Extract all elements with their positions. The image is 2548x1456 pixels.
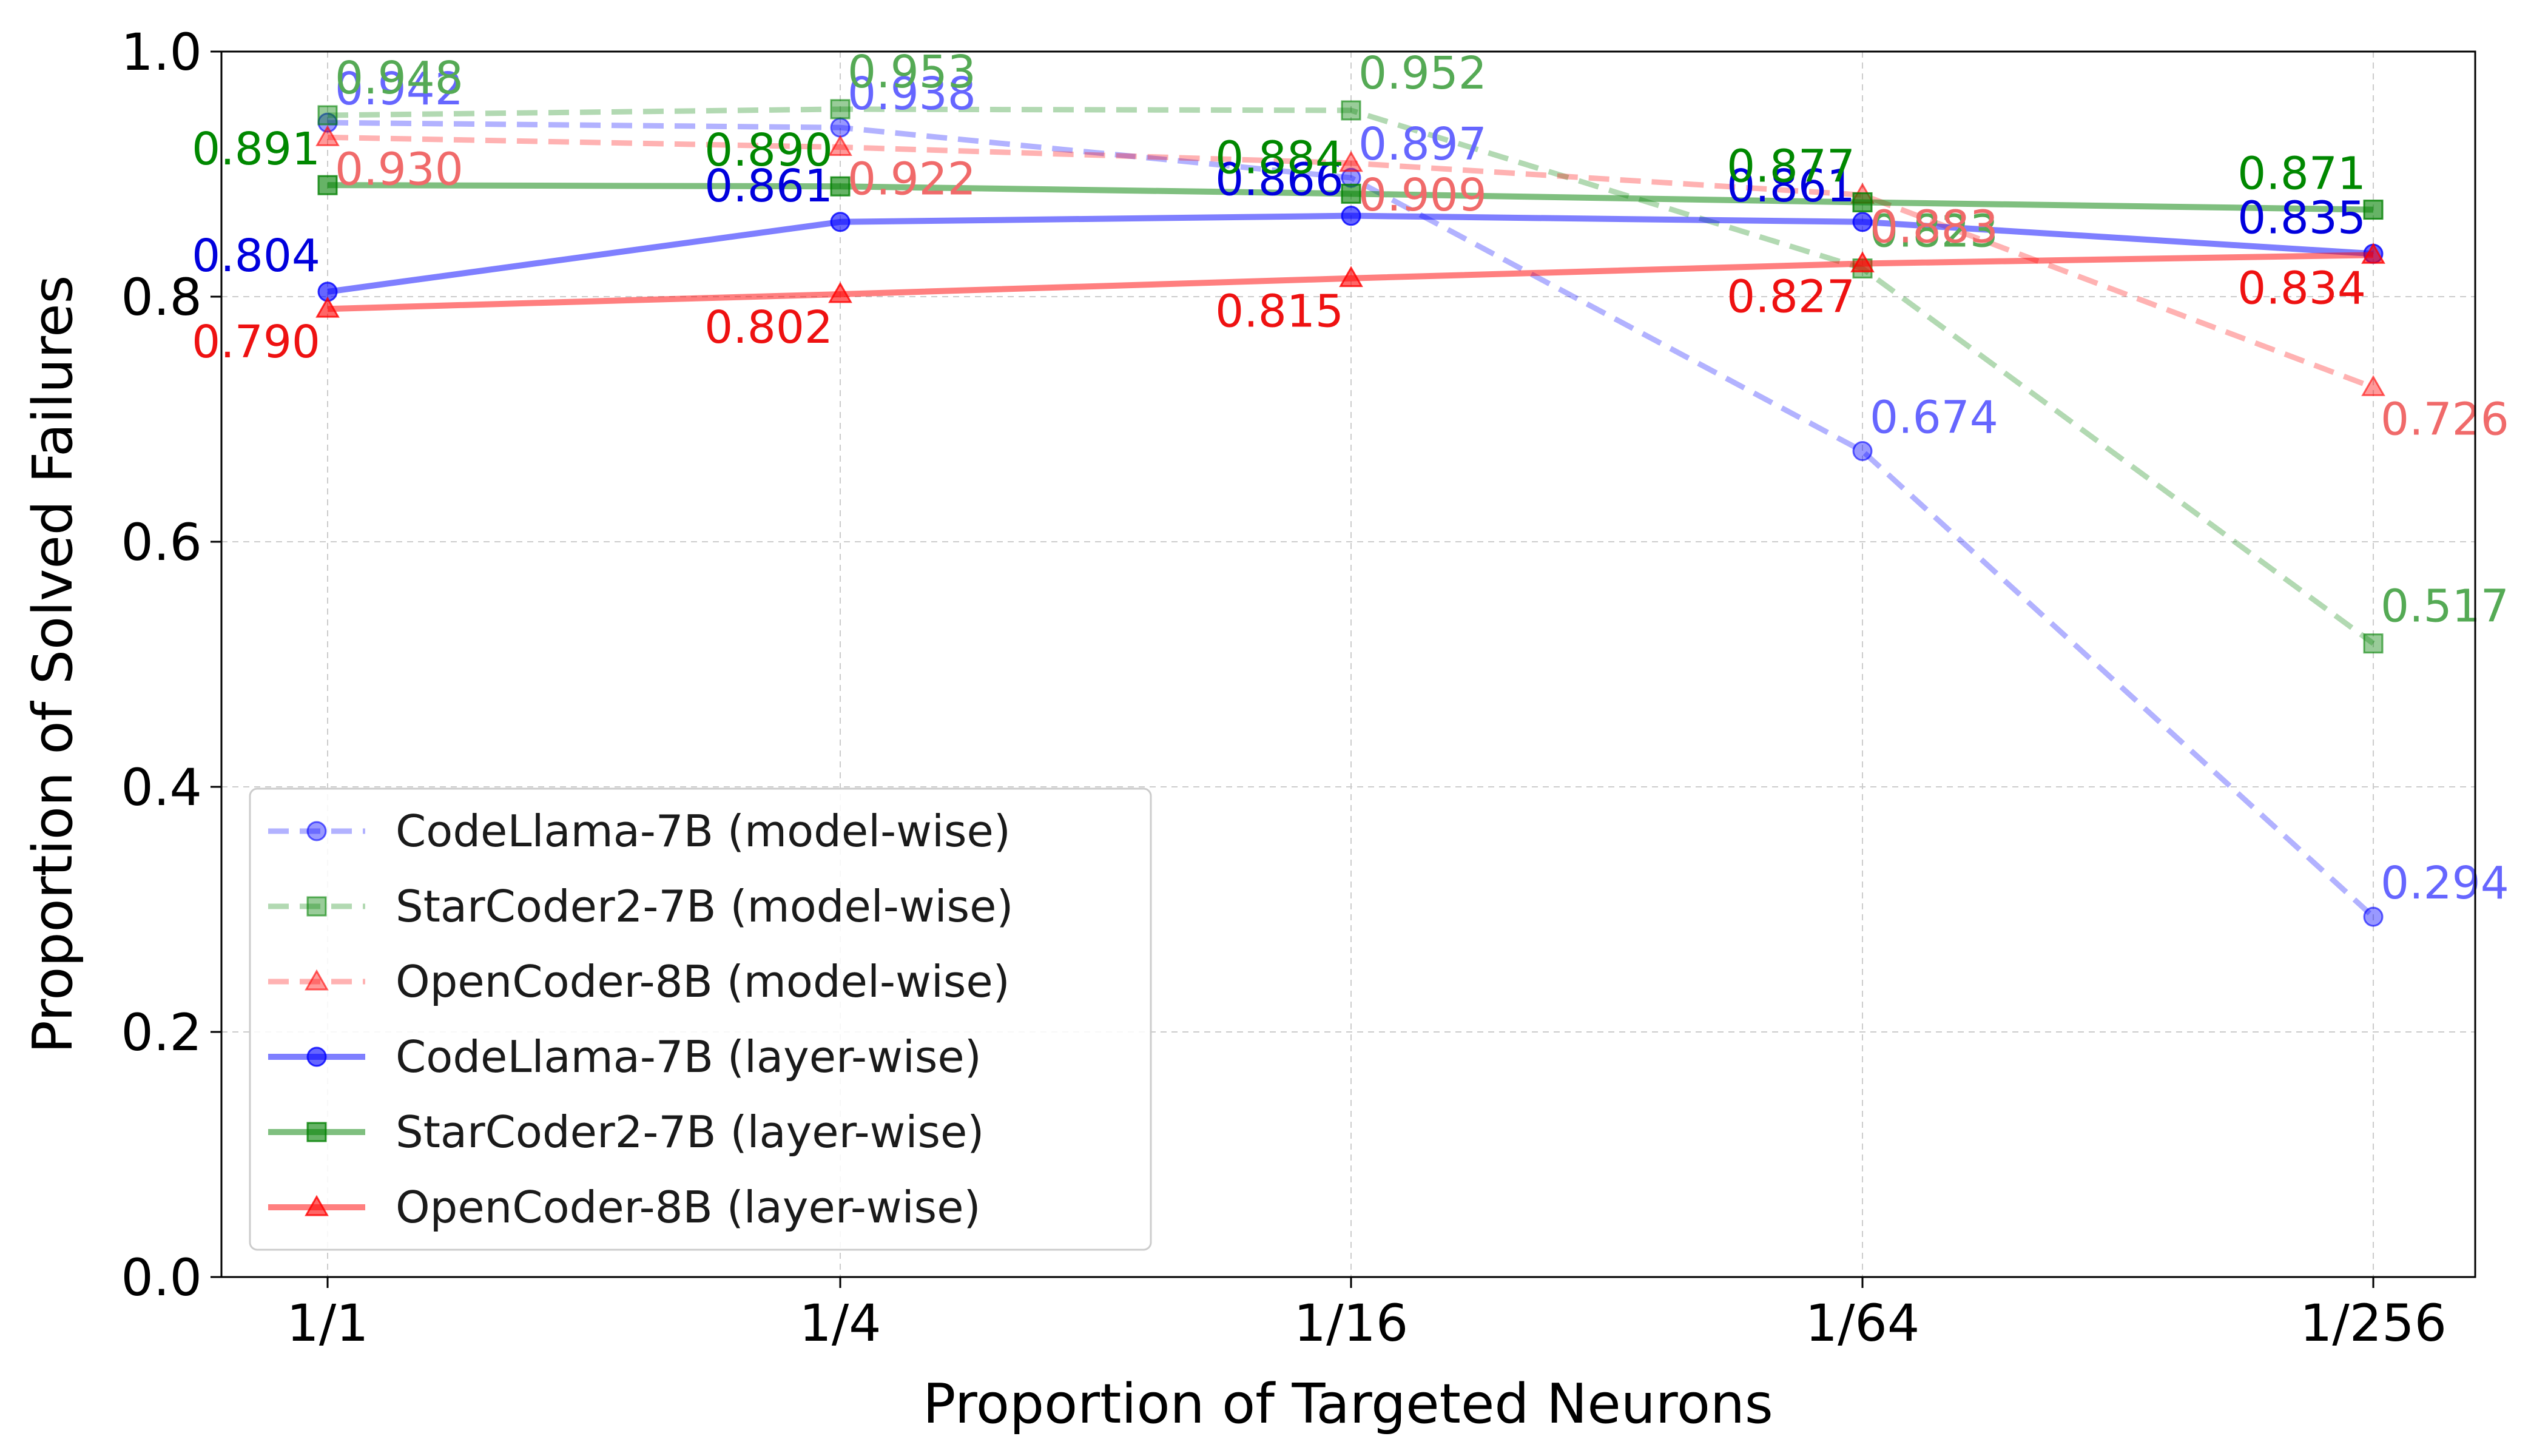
- legend-item: CodeLlama-7B (layer-wise): [268, 1031, 982, 1082]
- series-layer: [315, 99, 2385, 927]
- data-label: 0.942: [335, 63, 463, 115]
- data-point: [828, 135, 852, 156]
- legend-box: [249, 787, 1152, 1251]
- data-point: [830, 99, 851, 120]
- data-point: [830, 212, 851, 232]
- legend-marker: [305, 1195, 329, 1216]
- data-point: [2363, 200, 2384, 220]
- data-point: [2363, 633, 2384, 654]
- x-tick-label: 1/4: [799, 1293, 881, 1353]
- data-labels: 0.942 0.938 0.897 0.674 0.294 0.948 0.953 0.952…: [192, 46, 2509, 909]
- y-tick-label: 0.8: [121, 268, 202, 327]
- y-tick-label: 0.2: [121, 1003, 202, 1062]
- x-tick-label: 1/256: [2300, 1293, 2447, 1353]
- data-label: 0.909: [1358, 169, 1487, 221]
- data-label: 0.938: [848, 68, 976, 120]
- legend-label: CodeLlama-7B (layer-wise): [396, 1031, 982, 1082]
- data-label: 0.922: [848, 153, 976, 206]
- series-line: [327, 120, 2376, 919]
- legend-item: StarCoder2-7B (layer-wise): [268, 1107, 984, 1158]
- data-label: 0.827: [1727, 271, 1855, 323]
- data-label: 0.294: [2381, 857, 2509, 909]
- data-point: [2361, 243, 2385, 264]
- data-label: 0.930: [335, 143, 463, 195]
- data-point: [1850, 251, 1875, 272]
- legend-item: StarCoder2-7B (model-wise): [268, 881, 1014, 932]
- legend-item: OpenCoder-8B (model-wise): [268, 956, 1010, 1007]
- legend-marker: [306, 896, 327, 917]
- x-axis-title: Proportion of Targeted Neurons: [923, 1372, 1773, 1436]
- y-tick-label: 1.0: [121, 22, 202, 82]
- data-point: [317, 105, 338, 126]
- data-label: 0.834: [2237, 262, 2366, 314]
- data-label: 0.802: [704, 302, 833, 354]
- data-point: [315, 296, 340, 318]
- data-point: [1341, 206, 1361, 226]
- data-point: [830, 176, 851, 197]
- data-label: 0.890: [704, 124, 833, 177]
- legend: CodeLlama-7B (model-wise) StarCoder2-7B (…: [249, 787, 1152, 1251]
- data-label: 0.953: [848, 46, 976, 98]
- data-label: 0.861: [704, 160, 833, 212]
- axes: 1/1 1/4 1/16 1/64 1/256 0.0 0.2 0.4 0.6 0.8 1.0: [121, 22, 2447, 1353]
- data-label: 0.948: [335, 52, 463, 104]
- legend-label: StarCoder2-7B (model-wise): [396, 881, 1014, 932]
- x-tick-label: 1/64: [1805, 1293, 1920, 1353]
- data-point: [1339, 150, 1363, 172]
- data-point: [1339, 266, 1363, 288]
- legend-label: OpenCoder-8B (layer-wise): [396, 1182, 981, 1233]
- data-label: 0.674: [1870, 392, 1998, 444]
- legend-label: CodeLlama-7B (model-wise): [396, 806, 1011, 857]
- data-label: 0.804: [192, 230, 320, 282]
- data-point: [315, 125, 340, 146]
- data-label: 0.871: [2237, 148, 2366, 200]
- series-1: [317, 112, 2384, 927]
- data-point: [830, 117, 851, 138]
- data-label: 0.517: [2381, 581, 2509, 633]
- data-label: 0.866: [1215, 154, 1344, 206]
- data-label: 0.952: [1358, 47, 1487, 99]
- data-label: 0.897: [1358, 118, 1487, 170]
- x-tick-label: 1/16: [1294, 1293, 1409, 1353]
- legend-marker: [306, 1046, 327, 1067]
- data-label: 0.884: [1215, 132, 1344, 184]
- y-tick-label: 0.4: [121, 758, 202, 817]
- legend-item: OpenCoder-8B (layer-wise): [268, 1182, 981, 1233]
- data-point: [1341, 183, 1361, 204]
- data-label: 0.835: [2237, 192, 2366, 244]
- y-tick-label: 0.0: [121, 1248, 202, 1307]
- y-tick-label: 0.6: [121, 513, 202, 572]
- data-point: [1852, 212, 1873, 232]
- data-point: [1852, 192, 1873, 212]
- data-label: 0.891: [192, 123, 320, 175]
- legend-marker: [306, 1122, 327, 1142]
- data-label: 0.861: [1727, 160, 1855, 212]
- data-point: [1341, 100, 1361, 121]
- legend-label: OpenCoder-8B (model-wise): [396, 956, 1010, 1007]
- data-point: [1852, 441, 1873, 462]
- legend-marker: [306, 821, 327, 841]
- data-point: [317, 175, 338, 195]
- legend-marker: [305, 969, 329, 991]
- data-label: 0.823: [1870, 206, 1998, 258]
- data-point: [2361, 375, 2385, 396]
- series-line: [327, 106, 2375, 646]
- data-label: 0.726: [2381, 393, 2509, 445]
- data-point: [2363, 906, 2384, 927]
- series-6: [315, 243, 2385, 318]
- x-tick-label: 1/1: [286, 1293, 368, 1353]
- data-label: 0.815: [1215, 286, 1344, 338]
- data-label: 0.877: [1727, 140, 1855, 192]
- data-label: 0.883: [1870, 201, 1998, 253]
- y-axis-title: Proportion of Solved Failures: [21, 275, 85, 1054]
- legend-item: CodeLlama-7B (model-wise): [268, 806, 1011, 857]
- legend-label: StarCoder2-7B (layer-wise): [396, 1107, 984, 1158]
- data-label: 0.790: [192, 316, 320, 368]
- series-5: [317, 175, 2384, 220]
- plot-frame: [220, 50, 2476, 1278]
- data-point: [828, 281, 852, 303]
